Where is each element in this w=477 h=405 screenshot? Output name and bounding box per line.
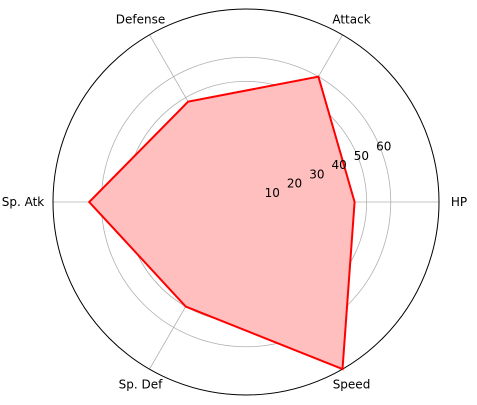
radial-tick-label: 50 (354, 149, 369, 163)
data-series (87, 75, 356, 371)
radial-tick-label: 60 (376, 140, 391, 154)
category-label: Sp. Atk (2, 195, 45, 209)
radial-tick-label: 30 (309, 167, 324, 181)
labels: HP Attack Defense Sp. Atk Sp. Def Speed 10 20 30… (2, 12, 467, 391)
category-label: Speed (333, 378, 371, 392)
series-line (87, 75, 356, 371)
radial-tick-label: 20 (287, 177, 302, 191)
category-label: Attack (332, 12, 370, 26)
radial-tick-label: 40 (332, 158, 347, 172)
radial-tick-label: 10 (265, 186, 280, 200)
category-label: HP (451, 195, 467, 209)
outer-frame (52, 8, 440, 396)
series-area (89, 76, 355, 370)
category-label: Sp. Def (119, 378, 163, 392)
category-label: Defense (116, 12, 165, 26)
